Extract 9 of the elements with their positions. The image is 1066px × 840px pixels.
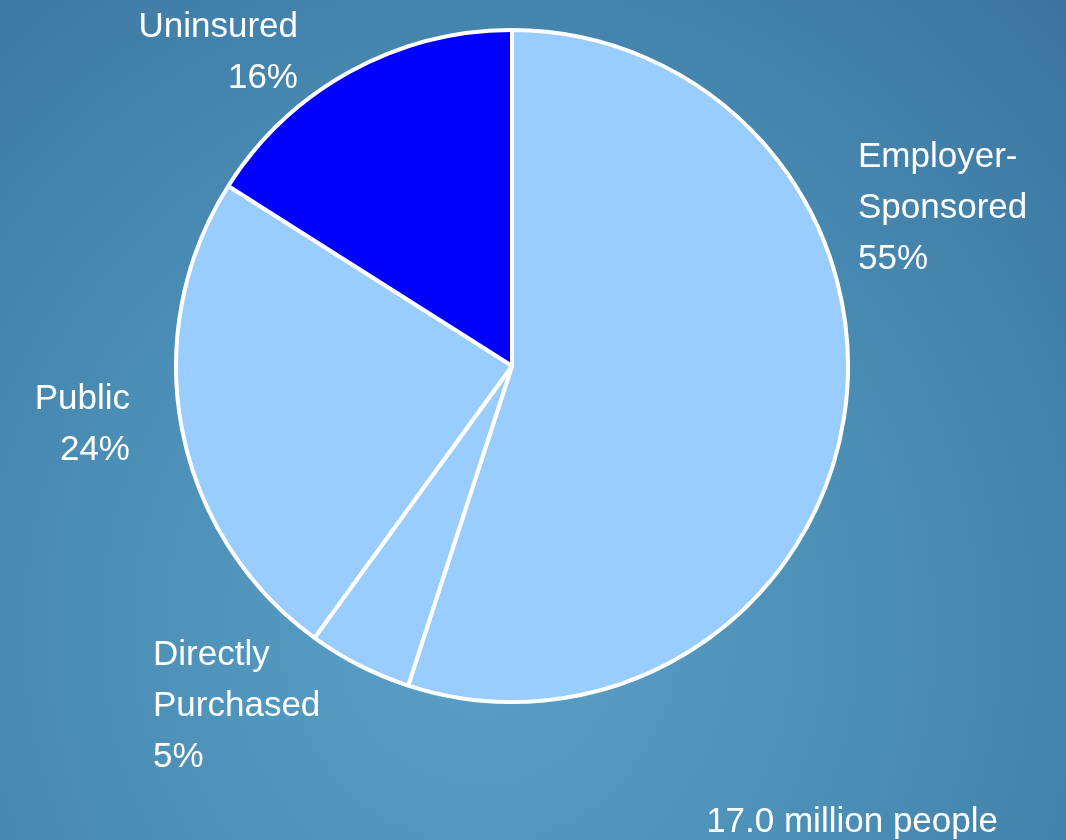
data-label: 16% [227,56,298,96]
slice-label: Uninsured [138,5,298,45]
slice-label: Employer-Sponsored [858,135,1028,226]
text: 17.0 million people [706,800,998,839]
data-label: 24% [59,428,130,468]
slice-label: Directly Purchased [153,633,321,724]
slice-label: Public [34,377,130,417]
data-label: 55% [858,237,929,277]
data-label: 5% [153,735,204,775]
